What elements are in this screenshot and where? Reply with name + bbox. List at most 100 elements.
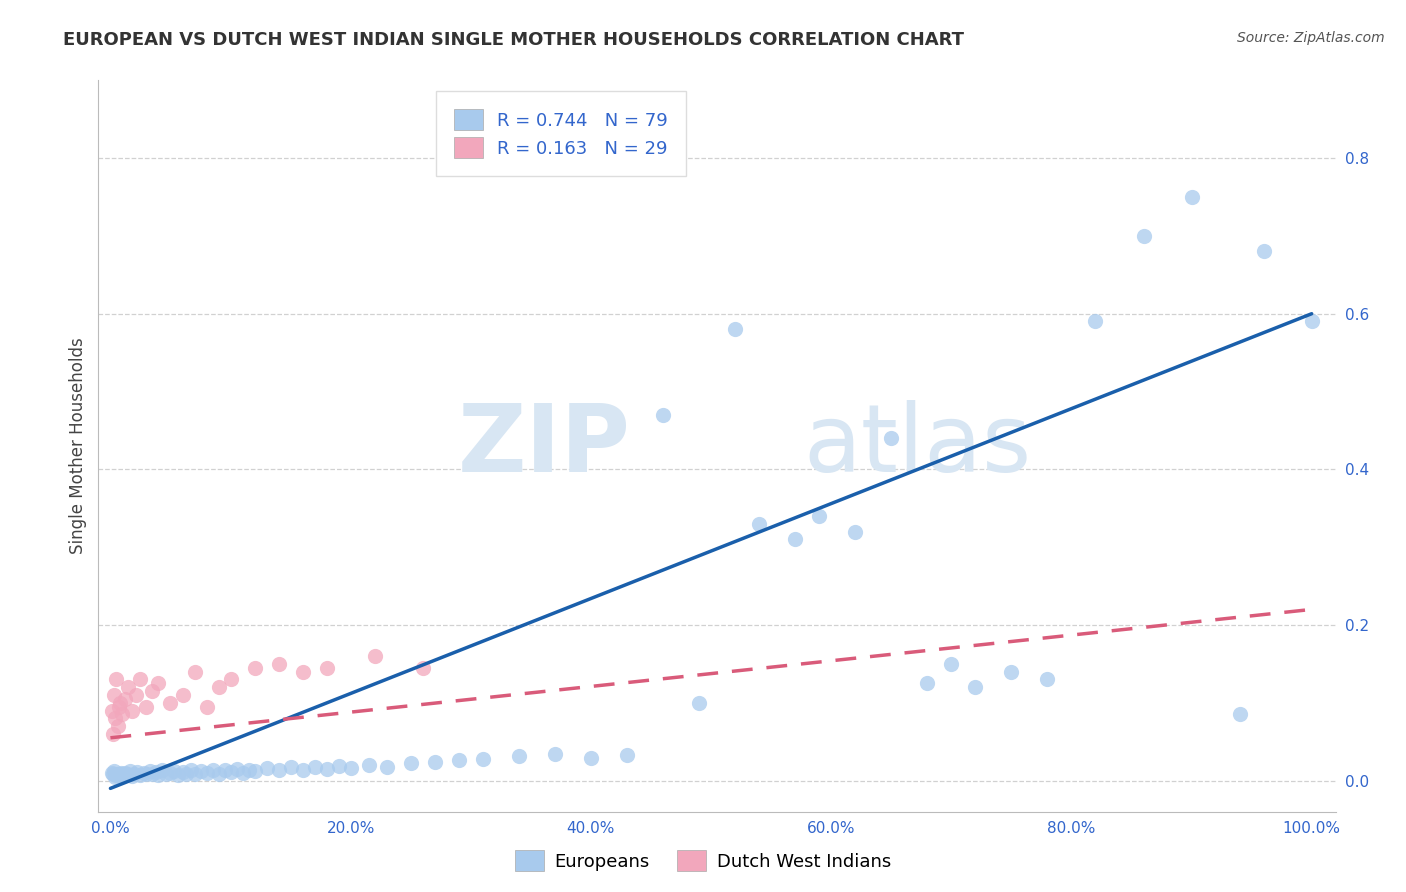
Point: [117, 767, 139, 781]
Point: [688, 696, 710, 710]
Legend: Europeans, Dutch West Indians: Europeans, Dutch West Indians: [508, 843, 898, 879]
Point: [195, 765, 218, 780]
Point: [172, 688, 194, 702]
Point: [339, 761, 361, 775]
Point: [652, 408, 675, 422]
Point: [183, 665, 205, 679]
Legend: R = 0.744   N = 79, R = 0.163   N = 29: R = 0.744 N = 79, R = 0.163 N = 29: [441, 96, 681, 171]
Point: [135, 767, 157, 781]
Point: [965, 680, 987, 694]
Point: [941, 657, 963, 671]
Point: [315, 661, 337, 675]
Point: [207, 680, 229, 694]
Point: [201, 763, 224, 777]
Point: [243, 661, 266, 675]
Point: [267, 657, 290, 671]
Point: [155, 767, 177, 781]
Point: [150, 764, 173, 778]
Point: [544, 747, 567, 761]
Text: Source: ZipAtlas.com: Source: ZipAtlas.com: [1237, 31, 1385, 45]
Point: [100, 765, 122, 780]
Point: [1253, 244, 1275, 259]
Point: [1132, 228, 1154, 243]
Point: [243, 764, 266, 779]
Point: [232, 765, 254, 780]
Point: [174, 766, 197, 780]
Point: [375, 759, 398, 773]
Point: [101, 727, 124, 741]
Point: [844, 524, 866, 539]
Point: [1301, 314, 1323, 328]
Point: [129, 768, 152, 782]
Point: [423, 755, 446, 769]
Point: [214, 764, 236, 778]
Point: [508, 749, 530, 764]
Point: [145, 765, 167, 780]
Point: [148, 676, 170, 690]
Point: [125, 765, 148, 780]
Point: [748, 516, 770, 531]
Point: [101, 767, 124, 781]
Point: [190, 764, 212, 779]
Point: [447, 753, 470, 767]
Point: [105, 673, 128, 687]
Point: [111, 707, 134, 722]
Point: [141, 766, 163, 780]
Point: [207, 766, 229, 780]
Point: [111, 768, 134, 782]
Point: [172, 765, 194, 780]
Point: [412, 661, 434, 675]
Point: [291, 665, 314, 679]
Point: [129, 673, 152, 687]
Point: [1180, 190, 1202, 204]
Point: [256, 761, 278, 775]
Point: [148, 768, 170, 782]
Point: [219, 673, 242, 687]
Point: [100, 704, 122, 718]
Point: [291, 763, 314, 777]
Point: [121, 769, 143, 783]
Point: [114, 765, 136, 780]
Point: [124, 766, 146, 780]
Point: [267, 764, 290, 778]
Point: [159, 696, 181, 710]
Point: [117, 680, 139, 694]
Point: [238, 763, 260, 777]
Point: [225, 762, 247, 776]
Point: [315, 762, 337, 776]
Point: [724, 322, 747, 336]
Point: [132, 765, 155, 780]
Point: [141, 684, 163, 698]
Point: [108, 769, 131, 783]
Point: [1000, 665, 1022, 679]
Point: [103, 764, 125, 779]
Point: [107, 719, 129, 733]
Text: atlas: atlas: [804, 400, 1032, 492]
Point: [280, 760, 302, 774]
Point: [121, 704, 143, 718]
Point: [917, 676, 939, 690]
Point: [1229, 707, 1251, 722]
Point: [364, 649, 387, 664]
Point: [808, 509, 831, 524]
Point: [108, 767, 131, 781]
Point: [118, 764, 141, 779]
Point: [785, 533, 807, 547]
Point: [399, 756, 422, 771]
Point: [183, 767, 205, 781]
Point: [579, 751, 602, 765]
Point: [357, 758, 380, 772]
Point: [135, 699, 157, 714]
Point: [304, 759, 326, 773]
Point: [163, 764, 186, 779]
Text: EUROPEAN VS DUTCH WEST INDIAN SINGLE MOTHER HOUSEHOLDS CORRELATION CHART: EUROPEAN VS DUTCH WEST INDIAN SINGLE MOT…: [63, 31, 965, 49]
Point: [107, 766, 129, 780]
Y-axis label: Single Mother Households: Single Mother Households: [69, 338, 87, 554]
Point: [104, 770, 127, 784]
Point: [880, 431, 903, 445]
Point: [219, 765, 242, 780]
Point: [328, 759, 350, 773]
Point: [159, 765, 181, 780]
Point: [104, 711, 127, 725]
Point: [114, 692, 136, 706]
